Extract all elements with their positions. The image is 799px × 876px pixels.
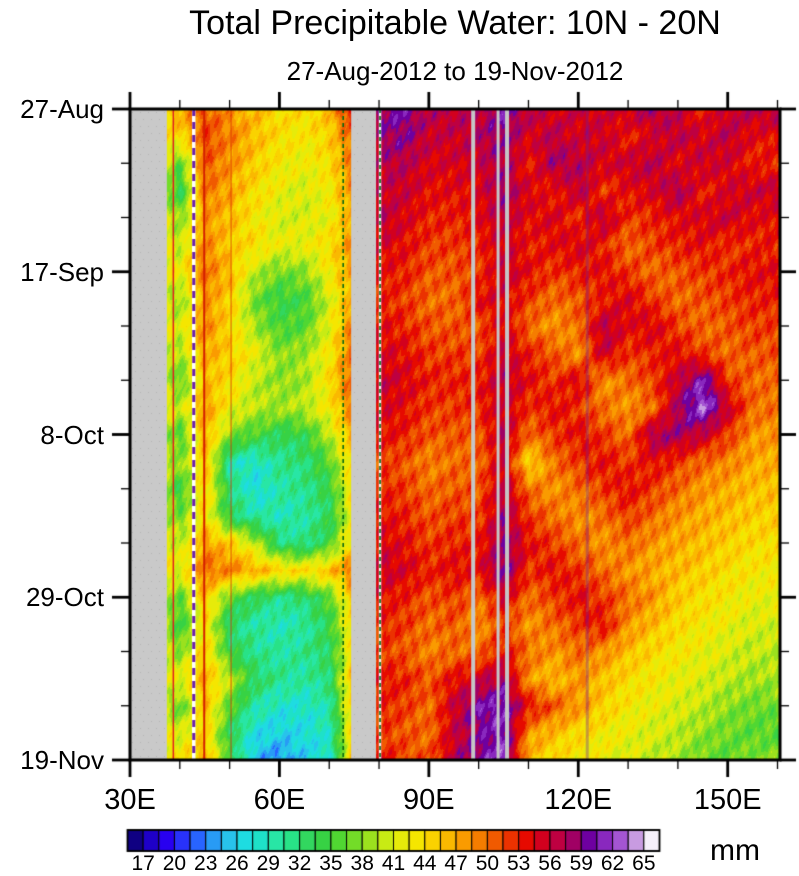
chart-title: Total Precipitable Water: 10N - 20N <box>189 4 721 42</box>
colorbar-tick-label: 62 <box>600 852 625 875</box>
colorbar-tick-label: 38 <box>350 852 374 875</box>
colorbar-tick-label: 41 <box>381 852 406 875</box>
colorbar-tick-label: 53 <box>506 852 531 875</box>
x-tick-label: 150E <box>693 784 762 816</box>
y-tick-label: 29-Oct <box>25 582 104 613</box>
colorbar-tick-label: 23 <box>194 852 218 875</box>
chart-subtitle: 27-Aug-2012 to 19-Nov-2012 <box>286 56 624 86</box>
colorbar-unit-label: mm <box>710 834 760 867</box>
colorbar-tick-label: 35 <box>319 852 343 875</box>
x-tick-label: 120E <box>544 784 613 816</box>
y-tick-label: 19-Nov <box>20 745 104 775</box>
colorbar-tick-label: 65 <box>632 852 656 875</box>
x-tick-label: 30E <box>104 784 156 816</box>
colorbar-tick-label: 44 <box>413 852 437 875</box>
x-tick-label: 90E <box>403 784 455 816</box>
colorbar-tick-label: 50 <box>475 852 500 875</box>
y-tick-label: 17-Sep <box>20 256 104 287</box>
colorbar-tick-label: 47 <box>444 852 468 875</box>
colorbar-tick-label: 59 <box>569 852 593 875</box>
colorbar-tick-label: 17 <box>131 852 155 875</box>
colorbar-tick-label: 32 <box>287 852 312 875</box>
y-tick-label: 8-Oct <box>40 419 104 450</box>
y-tick-label: 27-Aug <box>20 94 104 124</box>
colorbar-tick-label: 56 <box>538 852 562 875</box>
colorbar-tick-label: 26 <box>225 852 249 875</box>
x-tick-label: 60E <box>253 784 306 816</box>
colorbar-tick-label: 20 <box>162 852 187 875</box>
colorbar-tick-label: 29 <box>256 852 280 875</box>
